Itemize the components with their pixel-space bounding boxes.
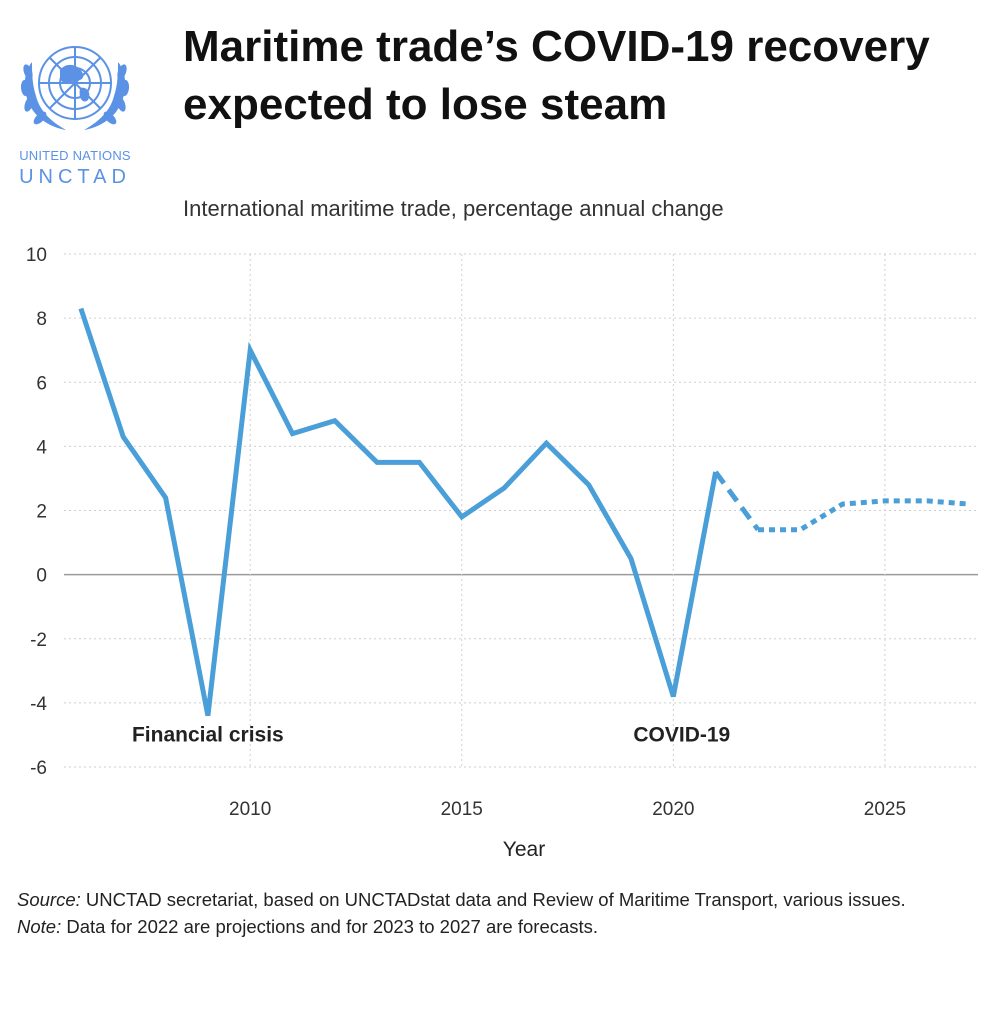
x-tick-label: 2010 <box>229 799 271 820</box>
annotation-financial-crisis: Financial crisis <box>132 723 284 746</box>
y-tick-label: 0 <box>36 566 47 587</box>
chart-title: Maritime trade’s COVID-19 recovery expec… <box>183 22 930 129</box>
chart-notes: Source: UNCTAD secretariat, based on UNC… <box>17 886 977 940</box>
y-tick-label: 4 <box>36 437 47 458</box>
source-text: UNCTAD secretariat, based on UNCTADstat … <box>80 889 906 910</box>
annotations: Financial crisis COVID-19 <box>132 723 730 746</box>
note-text: Data for 2022 are projections and for 20… <box>61 916 599 937</box>
logo-united-nations-text: UNITED NATIONS <box>19 148 131 163</box>
y-tick-label: -2 <box>30 630 47 651</box>
note-label: Note: <box>17 916 62 937</box>
x-axis-ticks: 2010 2015 2020 2025 <box>229 799 906 820</box>
source-label: Source: <box>17 889 81 910</box>
chart-subtitle: International maritime trade, percentage… <box>183 196 724 221</box>
y-tick-label: 2 <box>36 502 47 523</box>
y-tick-label: -6 <box>30 758 47 779</box>
annotation-covid-19: COVID-19 <box>633 723 730 746</box>
y-axis-ticks: 10 8 6 4 2 0 -2 -4 -6 <box>26 245 48 779</box>
unctad-logo: UNITED NATIONS UNCTAD <box>8 26 142 190</box>
data-note: Note: Data for 2022 are projections and … <box>17 913 977 940</box>
x-axis-title: Year <box>503 838 545 861</box>
un-emblem-icon <box>20 46 130 130</box>
y-tick-label: 8 <box>36 309 47 330</box>
series-line-dotted <box>758 498 970 533</box>
x-tick-label: 2025 <box>864 799 906 820</box>
x-tick-label: 2020 <box>652 799 694 820</box>
y-tick-label: 10 <box>26 245 47 266</box>
x-tick-label: 2015 <box>441 799 483 820</box>
series-lines <box>78 307 970 717</box>
line-chart: 10 8 6 4 2 0 -2 -4 -6 2010 2015 2020 2025 Financial… <box>26 245 978 861</box>
gridlines <box>64 253 978 768</box>
source-note: Source: UNCTAD secretariat, based on UNC… <box>17 886 977 913</box>
y-tick-label: 6 <box>36 373 47 394</box>
y-tick-label: -4 <box>30 694 47 715</box>
series-line-dashed <box>713 470 761 532</box>
series-line-solid <box>78 307 719 717</box>
logo-unctad-text: UNCTAD <box>19 166 131 188</box>
